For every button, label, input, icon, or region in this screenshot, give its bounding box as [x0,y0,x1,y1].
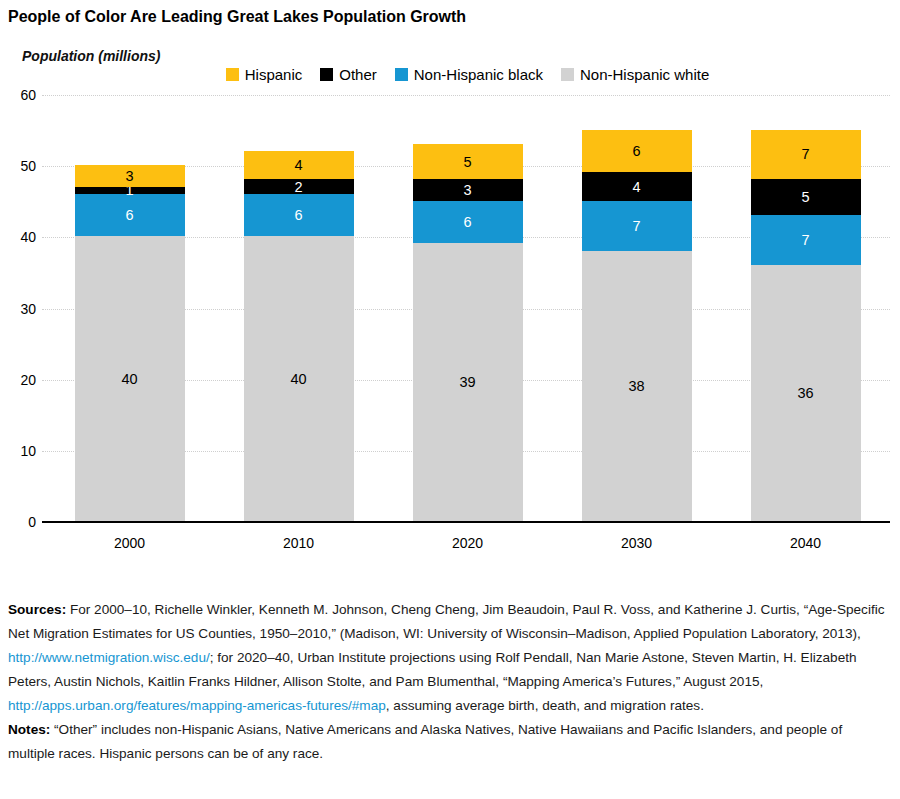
legend-item-hispanic: Hispanic [226,66,303,83]
x-tick-label: 2040 [751,535,861,551]
y-tick-label: 20 [0,370,36,390]
bar-segment-other: 4 [582,172,692,200]
bar-segment-non-hispanic-black: 6 [75,194,185,237]
legend-swatch-icon [395,68,408,81]
bar-value-label: 7 [801,146,809,162]
bar-2000: 40 6 1 3 [75,95,185,522]
legend-swatch-icon [561,68,574,81]
bar-2030: 38 7 4 6 [582,95,692,522]
bar-segment-other: 1 [75,187,185,194]
bar-segment-non-hispanic-white: 40 [75,236,185,521]
sources-paragraph: Sources: For 2000–10, Richelle Winkler, … [8,598,890,718]
bar-value-label: 4 [632,179,640,195]
notes-paragraph: Notes: “Other” includes non-Hispanic Asi… [8,718,890,766]
bar-segment-non-hispanic-black: 7 [582,201,692,251]
footer-text: , assuming average birth, death, and mig… [386,698,704,713]
bar-segment-hispanic: 3 [75,165,185,186]
x-tick-label: 2030 [582,535,692,551]
footer: Sources: For 2000–10, Richelle Winkler, … [8,598,890,766]
chart-page: People of Color Are Leading Great Lakes … [0,0,900,799]
y-tick-label: 10 [0,441,36,461]
footer-text: For 2000–10, Richelle Winkler, Kenneth M… [8,602,885,641]
legend: Hispanic Other Non-Hispanic black Non-Hispa… [45,66,890,83]
bar-value-label: 36 [797,385,813,401]
bar-value-label: 7 [801,232,809,248]
bar-2010: 40 6 2 4 [244,95,354,522]
y-tick-label: 0 [0,512,36,532]
x-tick-label: 2010 [244,535,354,551]
legend-item-non-hispanic-white: Non-Hispanic white [561,66,709,83]
bar-segment-other: 3 [413,179,523,200]
bar-2040: 36 7 5 7 [751,95,861,522]
bar-segment-non-hispanic-white: 36 [751,265,861,521]
legend-label: Non-Hispanic black [414,66,543,83]
legend-swatch-icon [226,68,239,81]
footer-text: “Other” includes non-Hispanic Asians, Na… [8,722,842,761]
legend-item-other: Other [320,66,377,83]
bar-segment-hispanic: 5 [413,144,523,180]
bar-value-label: 5 [463,154,471,170]
bar-value-label: 5 [801,189,809,205]
footer-bold-label: Notes: [8,722,50,737]
bar-segment-non-hispanic-white: 38 [582,251,692,521]
bar-segment-other: 2 [244,179,354,193]
bar-2020: 39 6 3 5 [413,95,523,522]
bar-segment-non-hispanic-black: 7 [751,215,861,265]
bar-segment-non-hispanic-black: 6 [413,201,523,244]
bar-value-label: 6 [294,207,302,223]
legend-swatch-icon [320,68,333,81]
bar-segment-hispanic: 4 [244,151,354,179]
bar-value-label: 6 [632,143,640,159]
legend-item-non-hispanic-black: Non-Hispanic black [395,66,543,83]
y-tick-label: 30 [0,299,36,319]
legend-label: Other [339,66,377,83]
legend-label: Non-Hispanic white [580,66,709,83]
source-link[interactable]: http://www.netmigration.wisc.edu/ [8,650,210,665]
bar-value-label: 39 [459,374,475,390]
bar-value-label: 3 [463,182,471,198]
bar-segment-non-hispanic-white: 40 [244,236,354,521]
chart-title: People of Color Are Leading Great Lakes … [8,8,466,26]
footer-bold-label: Sources: [8,602,66,617]
bar-value-label: 6 [463,214,471,230]
legend-label: Hispanic [245,66,303,83]
bar-value-label: 38 [628,378,644,394]
bar-value-label: 7 [632,218,640,234]
bar-value-label: 4 [294,157,302,173]
bar-segment-non-hispanic-white: 39 [413,243,523,521]
y-tick-label: 50 [0,156,36,176]
bar-segment-hispanic: 7 [751,130,861,180]
bar-segment-other: 5 [751,179,861,215]
bar-value-label: 40 [290,371,306,387]
y-tick-label: 60 [0,85,36,105]
x-tick-label: 2020 [413,535,523,551]
bar-value-label: 40 [121,371,137,387]
y-tick-label: 40 [0,227,36,247]
x-tick-label: 2000 [75,535,185,551]
stacked-bar-chart: 0102030405060406132000406242010396352020… [0,95,890,565]
source-link[interactable]: http://apps.urban.org/features/mapping-a… [8,698,386,713]
bar-value-label: 6 [125,207,133,223]
bar-value-label: 3 [125,168,133,184]
bar-value-label: 2 [294,179,302,195]
y-axis-title: Population (millions) [22,48,160,64]
bar-segment-hispanic: 6 [582,130,692,173]
bar-segment-non-hispanic-black: 6 [244,194,354,237]
